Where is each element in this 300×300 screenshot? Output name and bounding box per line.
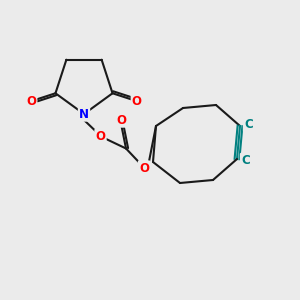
Text: N: N — [79, 107, 89, 121]
Text: C: C — [241, 154, 250, 167]
Text: C: C — [244, 118, 253, 131]
Text: O: O — [26, 95, 36, 108]
Text: O: O — [116, 113, 127, 127]
Text: O: O — [95, 130, 106, 143]
Text: O: O — [132, 95, 142, 108]
Text: O: O — [139, 161, 149, 175]
